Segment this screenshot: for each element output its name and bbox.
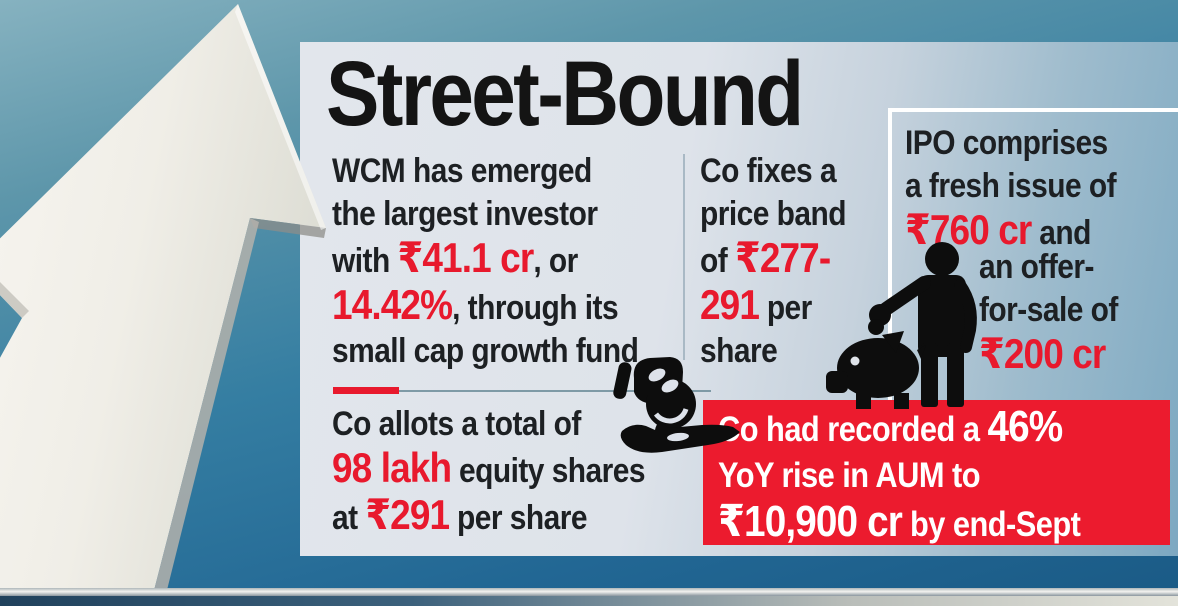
fact-allotment: Co allots a total of 98 lakh equity share… bbox=[332, 403, 646, 540]
table-edge-highlight bbox=[0, 588, 1178, 596]
fact-ipo-composition-bottom: an offer-for-sale of ₹200 cr bbox=[979, 246, 1118, 379]
fact-aum-growth: Co had recorded a 46% YoY rise in AUM to ₹… bbox=[718, 402, 1081, 548]
text-line: with ₹41.1 cr, or bbox=[332, 234, 578, 281]
text-line: of ₹277- bbox=[700, 234, 831, 281]
text-line: a fresh issue of bbox=[905, 167, 1117, 205]
text-line: ₹760 cr and bbox=[905, 206, 1091, 253]
piggy-bank-savings-icon bbox=[826, 242, 977, 409]
red-rule bbox=[333, 387, 399, 394]
text-line: small cap growth fund bbox=[332, 332, 639, 370]
text-line: WCM has emerged bbox=[332, 152, 592, 190]
aum-banner bbox=[703, 400, 1170, 545]
text-line: for-sale of bbox=[979, 291, 1118, 329]
text-line: 291 per bbox=[700, 281, 812, 328]
text-line: 14.42%, through its bbox=[332, 281, 619, 328]
hand-coin-icon bbox=[613, 357, 740, 453]
text-line: price band bbox=[700, 195, 847, 233]
text-line: 98 lakh equity shares bbox=[332, 444, 646, 491]
column-divider bbox=[683, 154, 685, 360]
text-line: ₹10,900 cr by end-Sept bbox=[718, 497, 1081, 546]
fact-price-band: Co fixes a price band of ₹277- 291 per share bbox=[700, 150, 847, 373]
text-line: an offer- bbox=[979, 248, 1094, 286]
text-line: share bbox=[700, 332, 778, 370]
text-line: ₹200 cr bbox=[979, 330, 1106, 377]
growth-arrow-icon bbox=[0, 4, 326, 606]
text-line: Co had recorded a 46% bbox=[718, 402, 1063, 451]
text-line: Co fixes a bbox=[700, 152, 837, 190]
page-title: Street-Bound bbox=[326, 43, 804, 145]
text-line: IPO comprises bbox=[905, 124, 1108, 162]
text-line: the largest investor bbox=[332, 195, 598, 233]
table-edge-shadow bbox=[0, 596, 1178, 606]
ipo-composition-box bbox=[888, 108, 1178, 404]
fact-investor: WCM has emerged the largest investor with … bbox=[332, 150, 639, 373]
text-line: Co allots a total of bbox=[332, 405, 581, 443]
text-line: YoY rise in AUM to bbox=[718, 456, 981, 495]
text-line: at ₹291 per share bbox=[332, 491, 587, 538]
thin-rule bbox=[399, 390, 711, 392]
fact-ipo-composition-top: IPO comprises a fresh issue of ₹760 cr and bbox=[905, 122, 1117, 255]
